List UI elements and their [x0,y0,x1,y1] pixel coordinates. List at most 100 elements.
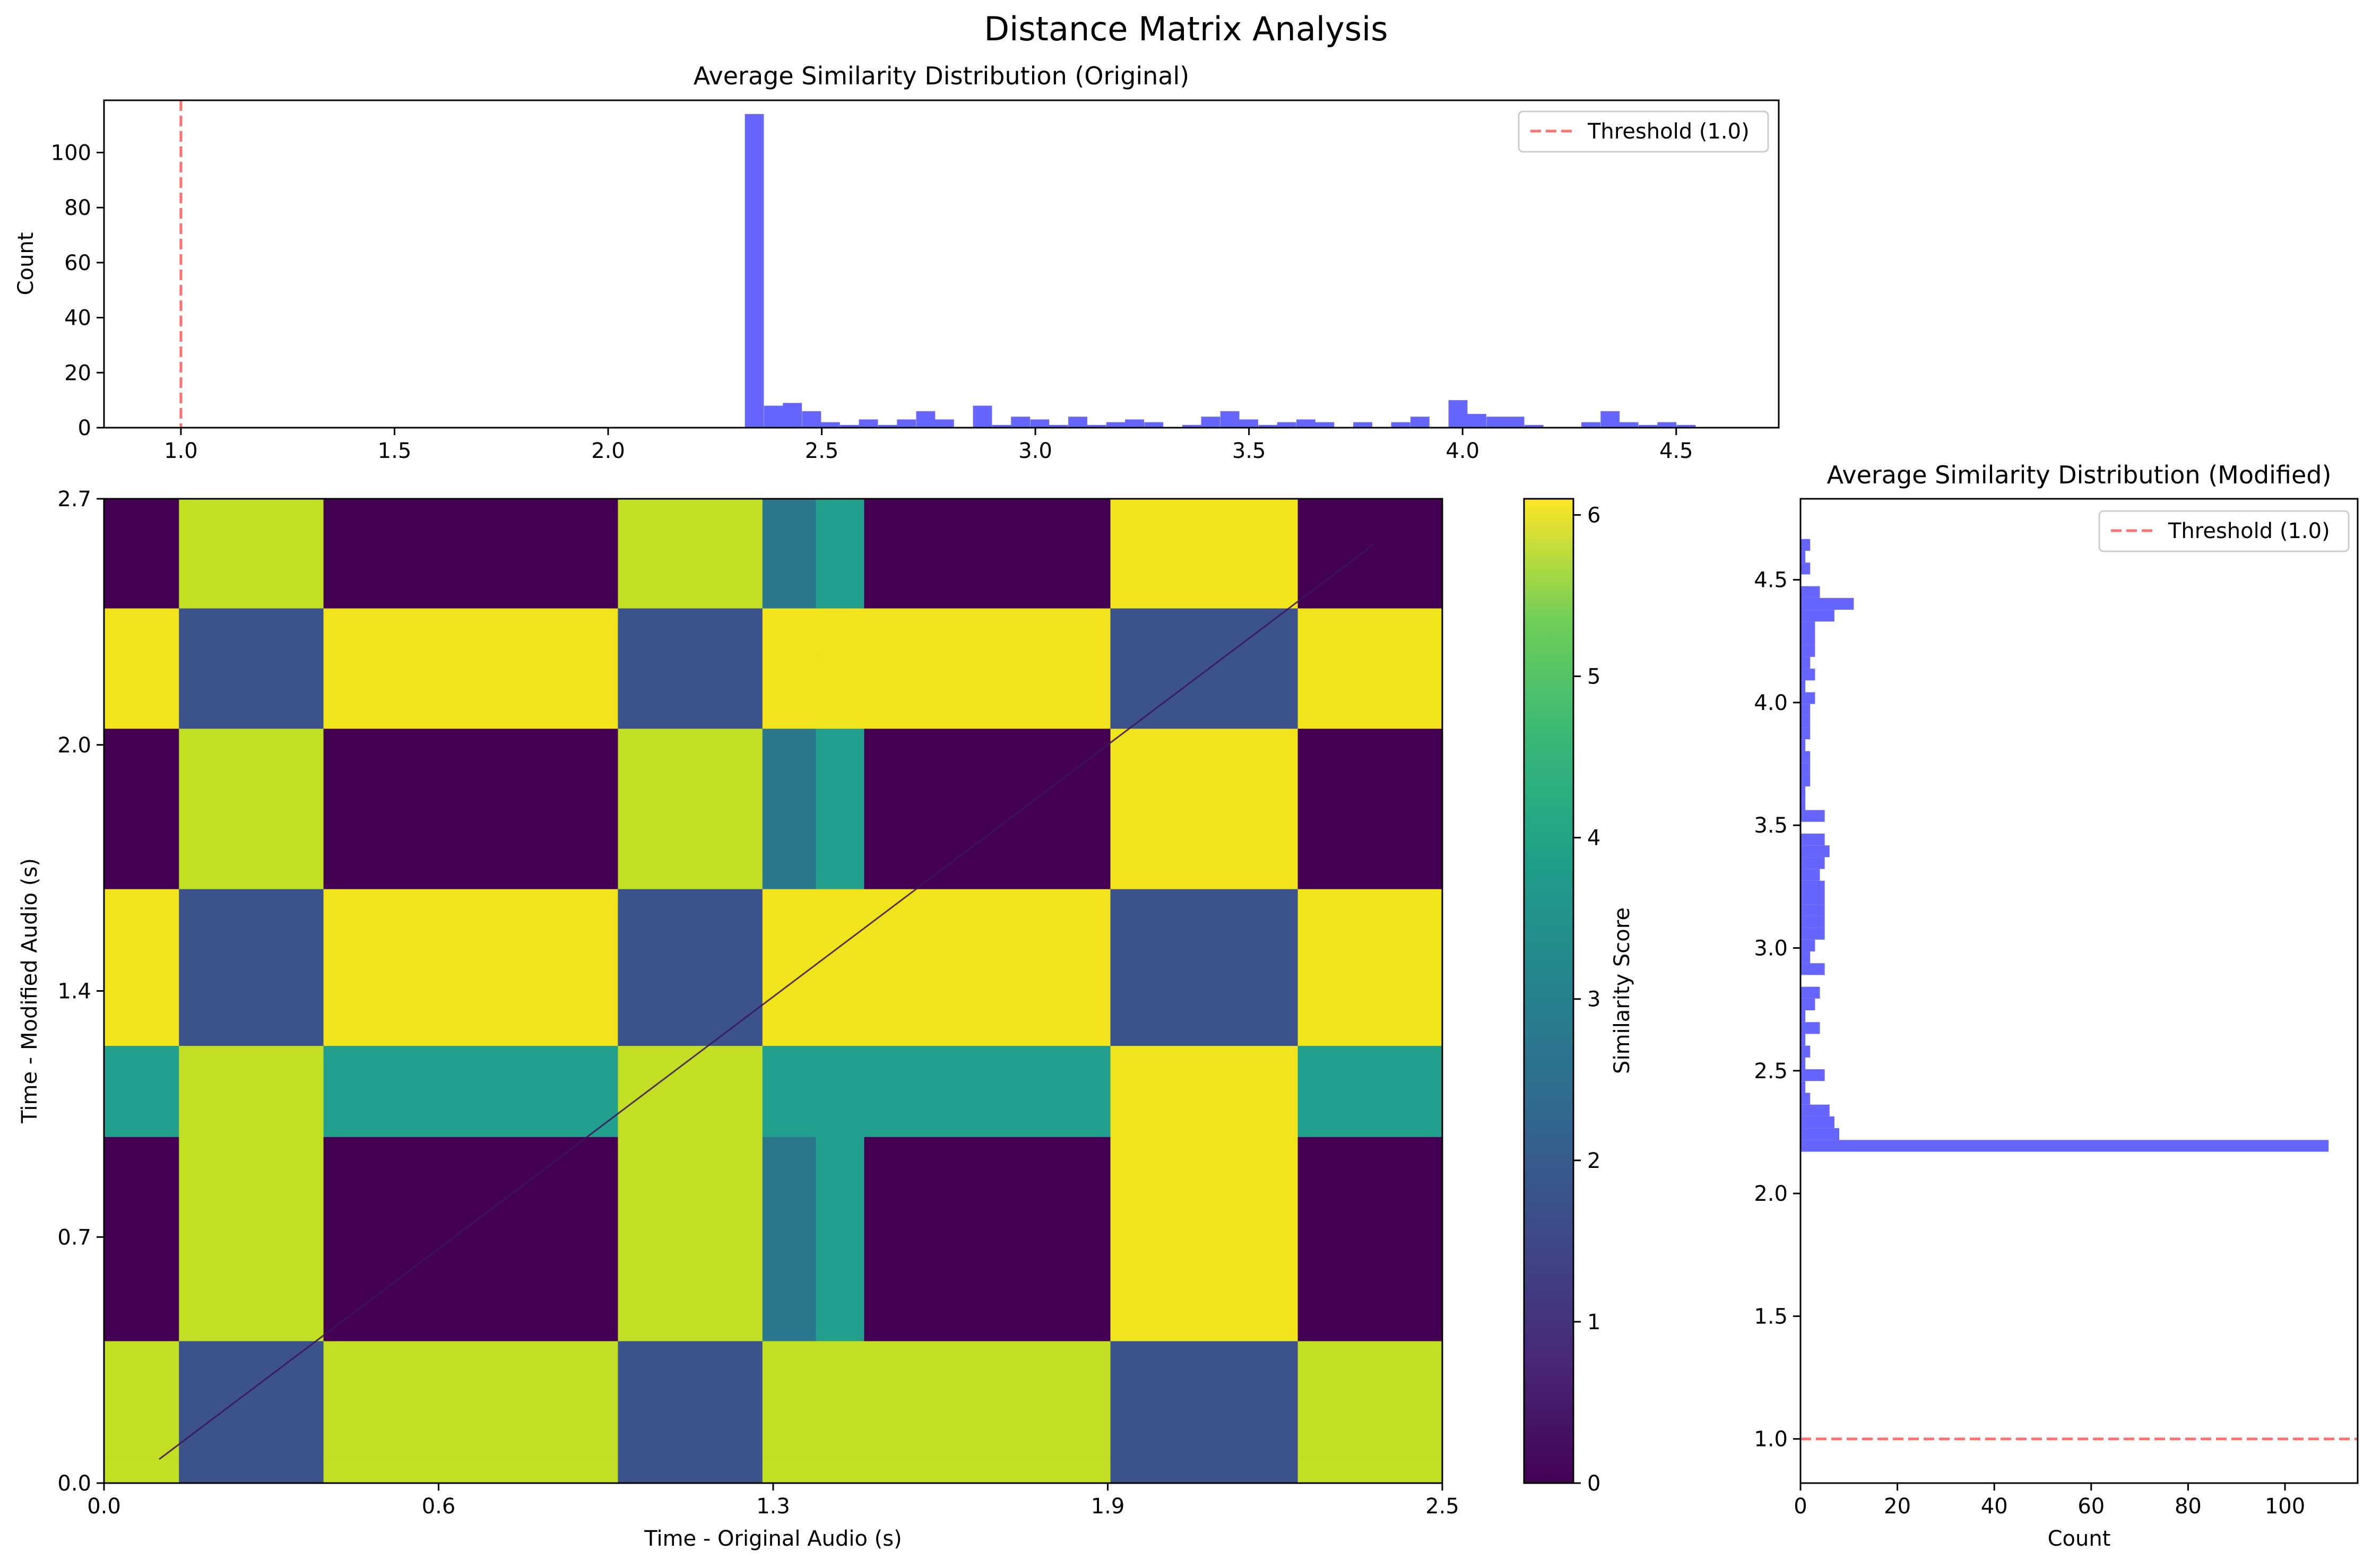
hist-modified-bar-36 [1800,715,1811,728]
hist-modified-bar-20 [1800,904,1825,916]
hist-modified-bar-7 [1800,1057,1806,1070]
hist-modified-bar-6 [1800,1069,1825,1081]
heatmap-cell-35 [1297,1045,1443,1137]
hist-modified-bar-24 [1800,857,1825,869]
hist-modified-bar-39 [1800,680,1806,692]
hist-original-bar-14 [1011,417,1031,428]
heatmap-cell-31 [762,1045,817,1137]
hist-original-bar-29 [1296,419,1315,428]
heatmap-cell-6 [864,1457,1111,1484]
hist-original-bar-13 [992,425,1011,428]
hist-modified-bar-3 [1800,1104,1830,1116]
hist-original-bar-17 [1068,417,1087,428]
hist-modified-bar-15 [1800,963,1825,975]
heatmap-cell-73 [179,499,324,609]
distance-matrix-heatmap [104,499,1443,1484]
heatmap-cell-37 [179,889,324,1046]
heatmap-cell-38 [323,889,618,1046]
distance-matrix-y-label: Time - Modified Audio (s) [18,858,42,1124]
hist-modified-bar-41 [1800,656,1811,669]
hist-modified-bar-19 [1800,916,1825,928]
hist-modified-bar-18 [1800,928,1825,940]
hist-original-y-tick-label: 20 [64,361,91,385]
hist-original-x-ticks: 1.0 1.5 2.0 2.5 3.0 3.5 4.0 4.5 [164,428,1693,463]
hist-original-bar-4 [820,422,840,428]
heatmap-cell-1 [179,1457,324,1484]
heatmap-cell-16 [1110,1341,1298,1458]
hist-modified-y-tick-label: 1.0 [1754,1427,1788,1452]
hist-original-bars [745,114,1696,428]
hist-original-bar-40 [1505,417,1525,428]
hist-modified-bar-33 [1800,751,1811,763]
heatmap-cell-7 [1110,1457,1298,1484]
hist-original-bar-9 [916,411,936,428]
distance-matrix-x-label: Time - Original Audio (s) [644,1527,902,1551]
heatmap-cell-53 [1297,728,1443,889]
heatmap-cell-67 [762,608,817,656]
hist-modified-bar-50 [1800,551,1806,563]
hist-modified-title: Average Similarity Distribution (Modifie… [1827,461,2332,489]
hist-modified-bar-45 [1800,610,1834,622]
hist-original-bar-16 [1049,425,1068,428]
distance-matrix-x-tick-label: 0.0 [87,1494,121,1519]
heatmap-cell-4 [762,1457,817,1484]
hist-original-x-tick-label: 1.0 [164,439,198,463]
heatmap-cell-56 [323,655,618,729]
heatmap-cell-13 [762,1341,817,1458]
hist-original-bar-30 [1315,422,1335,428]
hist-original-bar-44 [1581,422,1600,428]
heatmap-cell-11 [323,1341,618,1458]
hist-original-y-tick-label: 80 [64,196,91,220]
hist-original-bar-3 [802,411,821,428]
heatmap-cell-24 [864,1137,1111,1341]
hist-modified-bar-38 [1800,692,1815,704]
heatmap-cell-43 [1110,889,1298,1046]
heatmap-cell-72 [104,499,179,609]
heatmap-cell-10 [179,1341,324,1458]
hist-original-legend: Threshold (1.0) [1518,110,1769,153]
heatmap-cell-23 [816,1137,864,1341]
heatmap-cell-15 [864,1341,1111,1458]
hist-modified-bar-43 [1800,633,1815,645]
hist-modified-y-tick-label: 2.5 [1754,1059,1788,1084]
hist-original-bar-48 [1657,422,1677,428]
heatmap-cell-69 [864,608,1111,656]
heatmap-cell-12 [618,1341,763,1458]
hist-modified-bar-12 [1800,998,1815,1011]
hist-modified-bar-40 [1800,669,1815,681]
heatmap-cell-25 [1110,1137,1298,1341]
colorbar-tick-label: 1 [1587,1310,1600,1335]
hist-original-y-tick-label: 40 [64,306,91,331]
hist-original-x-tick-label: 2.5 [805,439,839,463]
hist-original-bar-45 [1600,411,1620,428]
hist-modified-bar-23 [1800,869,1820,881]
hist-modified-bar-49 [1800,562,1811,575]
heatmap-cell-29 [323,1045,618,1137]
hist-modified-bar-16 [1800,951,1811,964]
heatmap-cell-54 [104,655,179,729]
heatmap-cell-47 [323,728,618,889]
heatmap-cell-3 [618,1457,763,1484]
heatmap-cell-0 [104,1457,179,1484]
heatmap-cell-74 [323,499,618,609]
hist-modified-bar-26 [1800,833,1825,846]
hist-original-x-tick-label: 4.0 [1445,439,1479,463]
heatmap-cell-78 [864,499,1111,609]
hist-modified-y-tick-label: 4.0 [1754,691,1788,715]
hist-original-bar-27 [1258,425,1278,428]
heatmap-cell-49 [762,728,817,889]
hist-modified-bar-11 [1800,1010,1806,1023]
hist-modified-bar-21 [1800,893,1825,905]
heatmap-cell-51 [864,728,1111,889]
heatmap-cell-14 [816,1341,864,1458]
hist-modified-legend: Threshold (1.0) [2098,510,2350,552]
heatmap-cell-65 [323,608,618,656]
figure-title: Distance Matrix Analysis [984,10,1388,48]
heatmap-cell-21 [618,1137,763,1341]
hist-original-bar-49 [1676,425,1696,428]
heatmap-cell-50 [816,728,864,889]
colorbar-tick-label: 2 [1587,1149,1600,1173]
hist-modified-x-tick-label: 20 [1884,1494,1911,1519]
hist-original-bar-37 [1448,400,1468,428]
hist-modified-y-ticks: 1.0 1.5 2.0 2.5 3.0 3.5 4.0 4.5 [1754,568,1800,1452]
